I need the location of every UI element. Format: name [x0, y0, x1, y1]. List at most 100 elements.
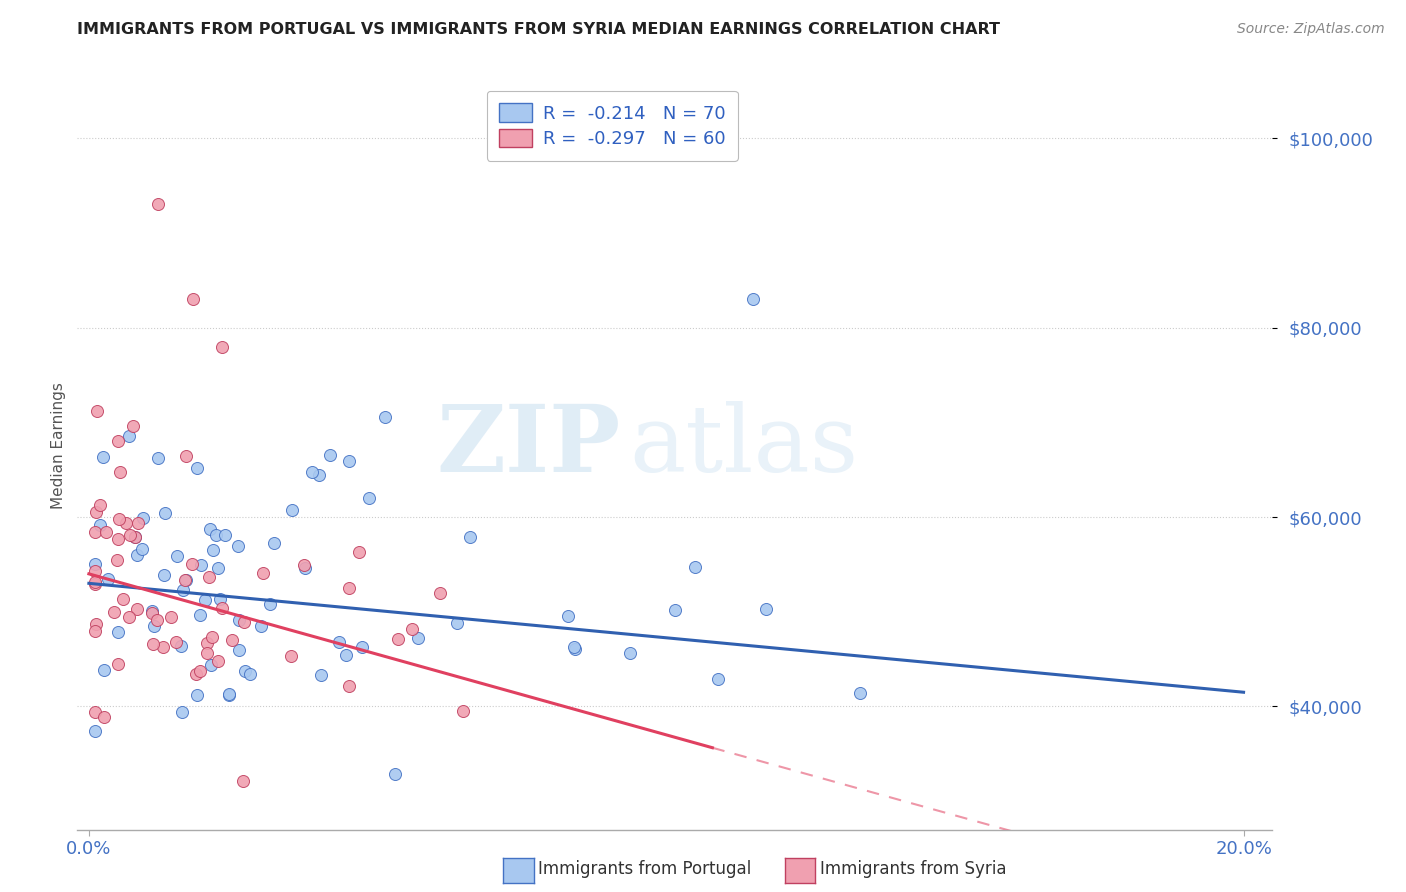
Point: [172, 582, 194, 597]
Point: [107, 625, 129, 640]
Point: [141, 604, 163, 618]
Point: [208, 592, 231, 607]
Point: [84, 525, 107, 540]
Point: [166, 549, 188, 563]
Point: [200, 522, 222, 536]
Point: [181, 292, 204, 306]
Point: [741, 292, 763, 306]
Point: [263, 535, 285, 549]
Point: [114, 516, 136, 530]
Point: [335, 648, 357, 662]
Point: [83, 624, 105, 638]
Point: [153, 506, 176, 520]
Point: [451, 705, 474, 719]
Point: [194, 592, 217, 607]
Point: [146, 450, 169, 465]
Point: [280, 648, 302, 663]
Legend: R =  -0.214   N = 70, R =  -0.297   N = 60: R = -0.214 N = 70, R = -0.297 N = 60: [486, 91, 738, 161]
Point: [107, 657, 129, 671]
Y-axis label: Median Earnings: Median Earnings: [51, 383, 66, 509]
Text: Source: ZipAtlas.com: Source: ZipAtlas.com: [1237, 22, 1385, 37]
Point: [83, 564, 105, 578]
Point: [107, 532, 129, 546]
Point: [233, 615, 256, 629]
Point: [207, 561, 229, 575]
Point: [127, 602, 149, 616]
Point: [146, 197, 169, 211]
Point: [152, 640, 174, 655]
Point: [108, 512, 131, 526]
Point: [301, 465, 323, 479]
Point: [86, 404, 108, 418]
Point: [207, 655, 229, 669]
Point: [308, 468, 330, 483]
Point: [374, 410, 396, 425]
Point: [228, 643, 250, 657]
Point: [141, 606, 163, 620]
Point: [84, 505, 107, 519]
Point: [200, 658, 222, 673]
Point: [111, 592, 134, 607]
Point: [146, 613, 169, 627]
Text: Immigrants from Portugal: Immigrants from Portugal: [538, 860, 752, 878]
Point: [174, 573, 197, 587]
Text: ZIP: ZIP: [437, 401, 621, 491]
Point: [174, 574, 197, 588]
Point: [124, 530, 146, 544]
Point: [188, 664, 211, 678]
Point: [281, 503, 304, 517]
Point: [683, 560, 706, 574]
Point: [160, 610, 183, 624]
Point: [228, 539, 250, 553]
Point: [83, 574, 105, 589]
Point: [170, 639, 193, 653]
Point: [205, 528, 228, 542]
Point: [232, 773, 254, 788]
Point: [118, 429, 141, 443]
Point: [458, 530, 481, 544]
Text: IMMIGRANTS FROM PORTUGAL VS IMMIGRANTS FROM SYRIA MEDIAN EARNINGS CORRELATION CH: IMMIGRANTS FROM PORTUGAL VS IMMIGRANTS F…: [77, 22, 1000, 37]
Point: [108, 465, 131, 479]
Point: [238, 667, 260, 681]
Point: [228, 613, 250, 627]
Point: [214, 528, 236, 542]
Point: [557, 609, 579, 624]
Point: [107, 434, 129, 449]
Point: [359, 491, 381, 505]
Point: [350, 640, 373, 654]
Point: [446, 615, 468, 630]
Point: [94, 524, 117, 539]
Point: [195, 636, 218, 650]
Point: [84, 617, 107, 632]
Point: [211, 340, 233, 354]
Point: [198, 570, 221, 584]
Point: [292, 558, 315, 572]
Point: [127, 549, 149, 563]
Point: [118, 610, 141, 624]
Point: [218, 688, 240, 702]
Point: [564, 641, 586, 656]
Point: [89, 518, 111, 533]
Point: [122, 419, 145, 434]
Point: [118, 528, 141, 542]
Point: [143, 619, 166, 633]
Point: [172, 705, 194, 719]
Point: [195, 646, 218, 660]
Point: [328, 634, 350, 648]
Point: [132, 510, 155, 524]
Text: atlas: atlas: [630, 401, 859, 491]
Point: [664, 603, 686, 617]
Point: [252, 566, 274, 580]
Point: [706, 672, 728, 686]
Point: [211, 601, 233, 615]
Point: [387, 632, 409, 646]
Point: [619, 646, 641, 660]
Point: [91, 450, 114, 465]
Point: [294, 561, 316, 575]
Point: [103, 605, 125, 619]
Point: [186, 461, 208, 475]
Point: [83, 557, 105, 571]
Point: [221, 632, 243, 647]
Text: Immigrants from Syria: Immigrants from Syria: [820, 860, 1007, 878]
Point: [233, 664, 256, 678]
